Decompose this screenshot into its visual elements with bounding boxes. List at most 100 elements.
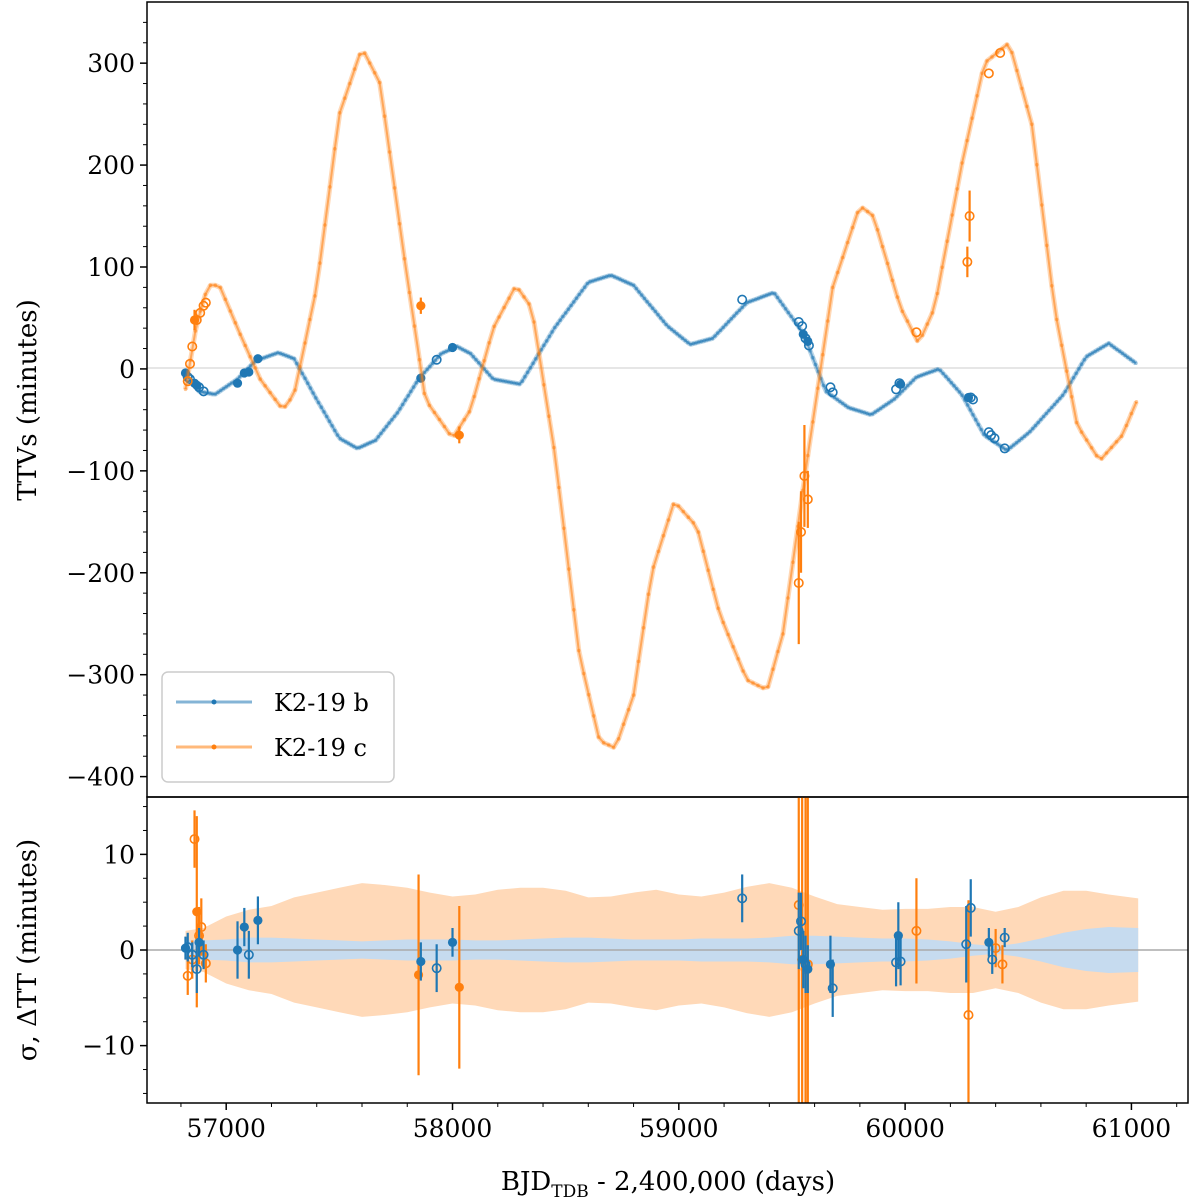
model-point-c xyxy=(751,681,755,685)
model-point-c xyxy=(855,210,860,215)
model-point-b xyxy=(384,424,389,429)
model-point-b xyxy=(954,387,959,391)
model-point-c xyxy=(721,620,725,625)
model-point-c xyxy=(1005,42,1009,47)
model-point-b xyxy=(895,394,899,399)
model-point-b xyxy=(694,341,698,345)
model-point-b xyxy=(653,309,658,314)
model-point-b xyxy=(368,440,372,445)
model-point-b xyxy=(544,339,549,343)
model-point-b xyxy=(604,274,609,279)
model-point-c xyxy=(183,387,188,392)
model-point-b xyxy=(927,370,932,375)
model-point-b xyxy=(411,385,416,389)
observed-filled-b xyxy=(232,378,243,388)
model-point-b xyxy=(702,338,706,343)
model-point-c xyxy=(716,606,720,611)
model-point-c xyxy=(407,290,412,295)
model-point-b xyxy=(721,325,725,330)
model-point-c xyxy=(397,222,402,226)
model-point-b xyxy=(1044,411,1049,416)
model-point-b xyxy=(1120,351,1125,356)
model-point-b xyxy=(876,408,880,413)
model-point-c xyxy=(243,343,247,348)
model-point-b xyxy=(566,307,571,312)
model-point-b xyxy=(1074,371,1078,376)
model-point-b xyxy=(667,325,671,330)
model-point-b xyxy=(908,381,913,385)
model-point-c xyxy=(467,410,472,414)
model-point-c xyxy=(432,410,437,415)
observed-filled-b xyxy=(447,342,458,353)
model-point-c xyxy=(736,657,740,661)
residual-filled-b xyxy=(194,937,204,947)
model-point-b xyxy=(705,338,709,342)
model-point-c xyxy=(865,209,870,214)
model-point-b xyxy=(219,388,223,393)
model-point-b xyxy=(428,364,432,369)
residual-open-b xyxy=(191,964,202,975)
model-point-b xyxy=(267,353,272,358)
model-point-b xyxy=(577,292,581,297)
residual-filled-b xyxy=(984,937,994,947)
model-point-b xyxy=(210,392,215,396)
model-point-b xyxy=(1039,417,1043,422)
model-point-c xyxy=(348,81,352,86)
model-point-b xyxy=(1134,361,1138,366)
model-point-b xyxy=(854,408,858,412)
model-point-c xyxy=(203,292,208,297)
model-point-c xyxy=(1010,50,1014,55)
model-point-c xyxy=(771,667,775,671)
model-point-b xyxy=(422,370,427,375)
model-point-b xyxy=(300,371,305,376)
model-point-b xyxy=(626,281,630,285)
residual-open-b xyxy=(737,893,748,904)
model-point-b xyxy=(629,282,633,286)
residual-open-b xyxy=(796,916,807,927)
model-point-b xyxy=(357,445,362,450)
model-point-b xyxy=(425,367,430,372)
model-point-b xyxy=(672,329,677,334)
model-point-b xyxy=(338,436,343,441)
model-point-b xyxy=(914,375,918,380)
residual-open-c xyxy=(997,959,1008,970)
model-point-c xyxy=(557,485,561,490)
model-point-b xyxy=(971,413,975,417)
observed-filled-c xyxy=(189,315,200,325)
legend-entry-c: K2-19 c xyxy=(176,734,367,762)
model-point-b xyxy=(273,352,277,356)
model-point-c xyxy=(1030,122,1034,127)
model-point-c xyxy=(985,59,989,63)
model-point-c xyxy=(333,147,337,151)
residual-filled-b xyxy=(447,937,458,947)
model-point-b xyxy=(354,446,359,450)
model-point-b xyxy=(213,392,218,396)
model-point-b xyxy=(724,322,728,327)
model-point-b xyxy=(957,390,962,394)
model-point-b xyxy=(496,378,500,382)
model-point-c xyxy=(293,388,297,392)
model-point-b xyxy=(352,444,356,449)
model-point-c xyxy=(218,285,223,290)
model-point-b xyxy=(322,410,326,414)
model-point-c xyxy=(1084,438,1089,442)
observed-filled-b xyxy=(803,336,813,347)
model-point-c xyxy=(666,518,671,522)
model-point-b xyxy=(582,285,587,290)
model-point-c xyxy=(661,533,666,538)
model-point-b xyxy=(675,332,679,336)
model-point-c xyxy=(263,384,267,388)
model-point-b xyxy=(463,349,468,353)
model-point-c xyxy=(1129,411,1134,416)
model-point-c xyxy=(915,339,920,343)
model-point-b xyxy=(840,401,845,406)
model-point-b xyxy=(365,442,370,446)
model-point-b xyxy=(729,317,734,321)
top-ytick-label: −300 xyxy=(66,661,135,690)
model-point-b xyxy=(221,386,226,391)
observed-open-c xyxy=(983,68,994,79)
model-point-c xyxy=(1109,445,1114,450)
model-point-c xyxy=(875,228,880,232)
model-point-b xyxy=(740,305,744,310)
